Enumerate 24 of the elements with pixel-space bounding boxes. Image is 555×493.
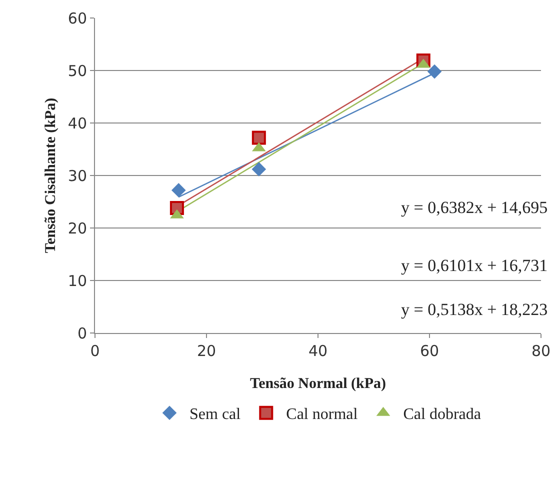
x-axis-title: Tensão Normal (kPa): [250, 376, 386, 392]
x-tick-label: 80: [531, 342, 551, 360]
legend-label: Cal normal: [286, 406, 358, 424]
y-tick-label: 40: [68, 114, 87, 132]
legend-label: Cal dobrada: [403, 406, 481, 424]
x-tick-label: 0: [90, 342, 100, 360]
point: [427, 64, 442, 79]
point: [252, 162, 266, 176]
y-axis-title: Tensão Cisalhante (kPa): [43, 98, 59, 254]
y-tick-label: 0: [77, 324, 87, 342]
point: [252, 130, 266, 145]
annotation: y = 0,6382x + 14,695: [401, 198, 548, 217]
y-tick-label: 30: [68, 166, 87, 185]
y-tick-label: 50: [68, 62, 87, 80]
x-tick-label: 60: [420, 342, 440, 360]
x-tick-label: 40: [308, 342, 328, 360]
legend-label: Sem cal: [190, 406, 242, 424]
y-tick-label: 20: [68, 219, 87, 238]
y-tick-label: 60: [68, 9, 87, 28]
annotation: y = 0,5138x + 18,223: [401, 300, 548, 319]
y-tick-label: 10: [68, 272, 87, 290]
annotation: y = 0,6101x + 16,731: [401, 256, 548, 275]
point: [171, 183, 186, 198]
x-tick-label: 20: [196, 342, 216, 360]
